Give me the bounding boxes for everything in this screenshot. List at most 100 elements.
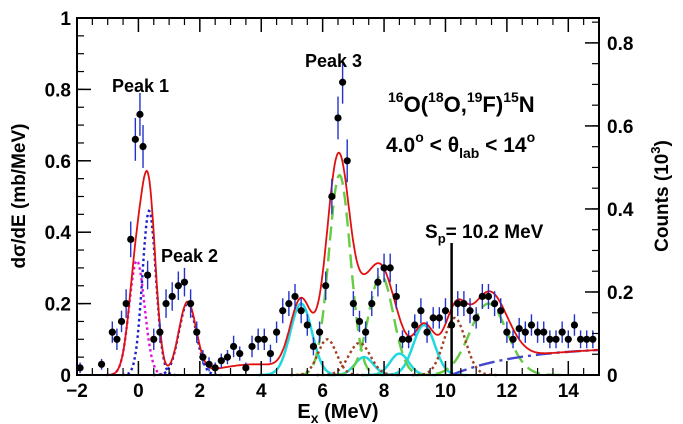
angle-deg1: o (415, 129, 424, 145)
y2-axis-title-main: Counts (10 (652, 154, 673, 252)
data-point (460, 300, 468, 308)
data-point (429, 314, 437, 322)
data-point (168, 292, 176, 301)
data-point (576, 335, 585, 343)
peak1-label: Peak 1 (112, 76, 169, 96)
data-point (527, 321, 536, 329)
x-tick-label: 14 (558, 381, 580, 402)
peak3-label: Peak 3 (305, 51, 362, 71)
fit-component-curve (153, 302, 222, 377)
data-point (417, 307, 425, 315)
fit-component-curve (122, 209, 176, 377)
y2-axis-title-end: ) (652, 140, 673, 146)
data-point (484, 292, 493, 301)
data-point (398, 335, 407, 343)
angle-low: 4.0 (386, 134, 415, 157)
fit-component-curve (411, 316, 498, 377)
data-point (570, 321, 579, 329)
data-point (309, 342, 318, 351)
sp-label: Sp= 10.2 MeV (425, 222, 544, 246)
data-point (515, 324, 523, 333)
peak2-label: Peak 2 (161, 246, 218, 266)
angle-deg2: o (527, 129, 536, 145)
x-tick-label: 0 (133, 381, 144, 402)
data-point (322, 282, 330, 290)
data-point (122, 300, 130, 308)
data-point (583, 335, 591, 343)
data-point (466, 307, 474, 315)
data-point (564, 335, 572, 343)
x-tick-label: 8 (379, 381, 390, 402)
data-point (303, 321, 311, 329)
data-point (454, 300, 462, 308)
data-point (374, 278, 382, 286)
data-point (405, 335, 413, 343)
data-point (315, 328, 324, 336)
y-tick-label: 0.8 (45, 80, 71, 101)
data-point (472, 314, 480, 322)
x-axis-title: Ex (MeV) (297, 401, 378, 424)
data-points (76, 60, 597, 374)
y2-axis-title: Counts (103) (648, 140, 673, 252)
data-point (589, 335, 597, 343)
data-point (136, 110, 144, 118)
data-point (211, 364, 219, 372)
data-point (139, 142, 147, 151)
x-tick-label: 6 (317, 381, 328, 402)
data-point (328, 192, 336, 201)
data-point (503, 328, 511, 336)
data-point (540, 328, 548, 336)
reaction-sup-18: 18 (428, 89, 444, 105)
data-point (174, 282, 182, 290)
data-point (260, 335, 268, 343)
data-point (546, 335, 554, 343)
data-point (193, 328, 201, 336)
x-axis-title-sub: x (311, 410, 319, 424)
data-point (108, 328, 116, 336)
data-point (339, 78, 347, 86)
data-point (392, 292, 400, 301)
data-point (199, 353, 207, 361)
y2-tick-label: 0.4 (607, 200, 634, 221)
plot-frame (76, 17, 600, 376)
data-point (162, 300, 170, 308)
y-tick-label: 1 (60, 9, 71, 30)
y-tick-label: 0 (60, 366, 71, 387)
data-point (368, 300, 376, 308)
data-point (334, 114, 342, 122)
fit-component-curve (296, 173, 383, 377)
data-point (150, 335, 158, 343)
data-point (97, 360, 106, 368)
data-point (230, 342, 238, 351)
angle-high: < 14 (479, 134, 527, 157)
total-fit-curve (101, 151, 600, 376)
x-tick-label: 2 (195, 381, 206, 402)
angle-theta: < θ (424, 134, 459, 157)
data-point (411, 321, 419, 329)
data-point (205, 360, 213, 368)
data-point (254, 335, 262, 343)
sp-value: = 10.2 MeV (446, 222, 544, 243)
data-point (491, 300, 499, 308)
y2-tick-label: 0 (607, 366, 618, 387)
data-point (291, 292, 299, 301)
reaction-f: F) (482, 92, 503, 117)
data-point (279, 307, 287, 315)
x-tick-label: 12 (496, 381, 517, 402)
data-point (144, 271, 152, 279)
reaction-label: 16O(18O,19F)15N (388, 89, 535, 117)
y-tick-label: 0.2 (45, 295, 71, 316)
data-point (297, 307, 305, 315)
data-point (435, 314, 443, 322)
angle-label: 4.0o < θlab < 14o (386, 129, 535, 161)
data-point (187, 300, 195, 308)
reaction-sup-15: 15 (503, 89, 519, 105)
data-point (441, 307, 450, 315)
x-tick-label: 4 (256, 381, 267, 402)
reaction-o2: O, (444, 92, 467, 117)
y2-tick-label: 0.2 (607, 283, 633, 304)
reaction-sup-19: 19 (467, 89, 483, 105)
data-point (285, 300, 293, 308)
